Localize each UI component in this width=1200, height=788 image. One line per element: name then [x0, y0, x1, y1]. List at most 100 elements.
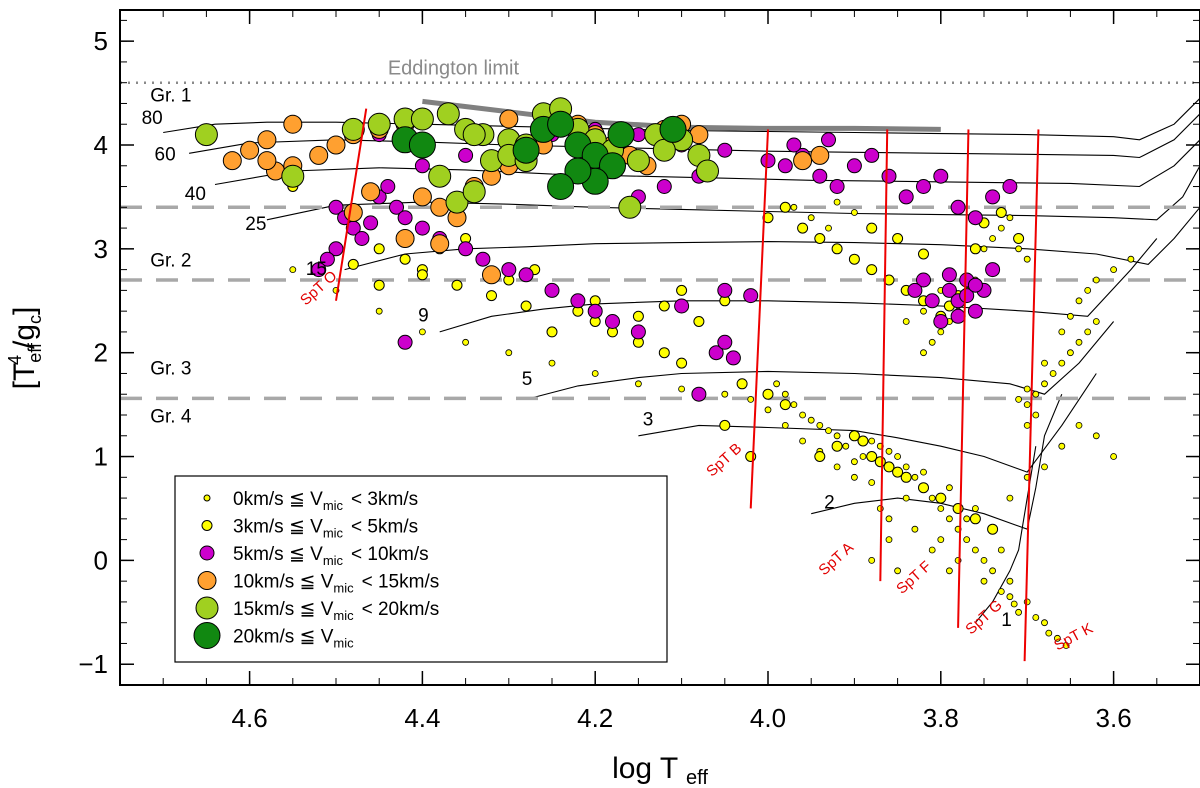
data-point — [547, 110, 575, 138]
mass-label: 1 — [1001, 610, 1012, 631]
data-point — [257, 130, 277, 150]
data-point — [881, 168, 897, 184]
data-point — [430, 234, 450, 254]
data-point — [719, 419, 731, 431]
data-point — [933, 314, 949, 329]
spectral-type-label: SpT G — [962, 597, 1005, 638]
data-point — [626, 149, 650, 173]
data-point — [946, 567, 953, 575]
data-point — [825, 427, 832, 435]
data-point — [969, 513, 981, 525]
data-point — [987, 523, 999, 535]
data-point — [458, 241, 474, 257]
mass-label: 15 — [306, 259, 327, 280]
data-point — [462, 180, 486, 204]
data-point — [777, 158, 793, 174]
data-point — [1058, 328, 1066, 336]
data-point — [821, 132, 836, 148]
data-point — [367, 112, 391, 136]
data-point — [825, 224, 832, 232]
data-point — [341, 117, 365, 141]
data-point — [1023, 421, 1031, 429]
mass-label: 2 — [824, 492, 835, 513]
data-point — [799, 411, 806, 419]
data-point — [946, 484, 953, 492]
data-point — [848, 253, 860, 265]
axes: 4.6 4.4 4.2 4.0 3.8 3.6 −1 0 1 2 3 4 5 log T eff [Teff… — [5, 9, 1200, 788]
data-point — [935, 492, 947, 504]
data-point — [408, 131, 436, 159]
data-point — [950, 199, 966, 215]
spectral-boundary — [1023, 129, 1040, 662]
data-point — [499, 109, 519, 129]
data-point — [1075, 338, 1083, 346]
data-point — [194, 123, 218, 147]
data-point — [807, 416, 815, 424]
data-point — [309, 145, 329, 165]
data-point — [1092, 318, 1100, 325]
data-point — [848, 430, 860, 442]
data-point — [833, 432, 841, 440]
data-point — [412, 187, 432, 207]
data-point — [1023, 385, 1031, 393]
data-point — [902, 318, 910, 325]
data-point — [866, 451, 878, 462]
data-point — [933, 168, 949, 184]
data-point — [676, 284, 688, 296]
data-point — [1058, 442, 1066, 450]
data-point — [281, 164, 305, 188]
data-point — [1032, 614, 1040, 621]
data-point — [1110, 266, 1117, 274]
data-point — [1058, 359, 1066, 367]
x-tick-label: 3.6 — [1096, 703, 1132, 733]
track-15 — [344, 206, 1200, 271]
data-point — [985, 262, 1001, 278]
data-point — [894, 567, 901, 575]
data-point — [989, 235, 996, 242]
data-point — [605, 314, 620, 329]
legend-marker — [197, 571, 217, 590]
data-point — [779, 201, 791, 213]
group-label: Gr. 4 — [150, 406, 192, 427]
data-point — [399, 253, 411, 265]
data-point — [764, 406, 772, 414]
spectral-type-label: SpT K — [1051, 620, 1096, 654]
data-point — [1110, 453, 1117, 460]
data-point — [544, 282, 560, 298]
data-point — [546, 326, 558, 338]
data-point — [786, 137, 802, 153]
track-40 — [214, 139, 1200, 188]
data-point — [937, 536, 945, 543]
data-point — [985, 189, 1001, 205]
data-point — [676, 357, 688, 369]
data-point — [989, 567, 996, 575]
data-point — [980, 245, 988, 253]
spectral-boundary — [335, 108, 368, 301]
data-point — [760, 153, 776, 169]
data-point — [997, 546, 1005, 554]
x-tick-label: 4.2 — [577, 703, 613, 733]
data-point — [842, 442, 850, 450]
y-tick-label: 4 — [94, 130, 108, 160]
data-point — [347, 258, 359, 270]
data-point — [736, 378, 748, 390]
spectral-boundary — [749, 129, 769, 509]
legend-marker — [195, 596, 219, 620]
data-point — [911, 525, 919, 533]
spectral-type-label: SpT B — [703, 440, 745, 480]
data-point — [520, 300, 532, 312]
data-point — [967, 303, 983, 319]
legend-marker — [199, 545, 215, 561]
y-tick-label: −1 — [78, 649, 108, 679]
group-label: Gr. 3 — [150, 359, 191, 380]
data-point — [717, 282, 733, 298]
legend-label: 15km/s ≦ Vmic < 20km/s — [233, 599, 439, 623]
y-tick-label: 1 — [94, 442, 108, 472]
data-point — [708, 345, 724, 361]
data-point — [587, 303, 603, 319]
data-point — [1041, 359, 1048, 367]
data-point — [1075, 297, 1083, 305]
data-point — [1127, 255, 1135, 263]
legend-marker — [193, 622, 221, 649]
